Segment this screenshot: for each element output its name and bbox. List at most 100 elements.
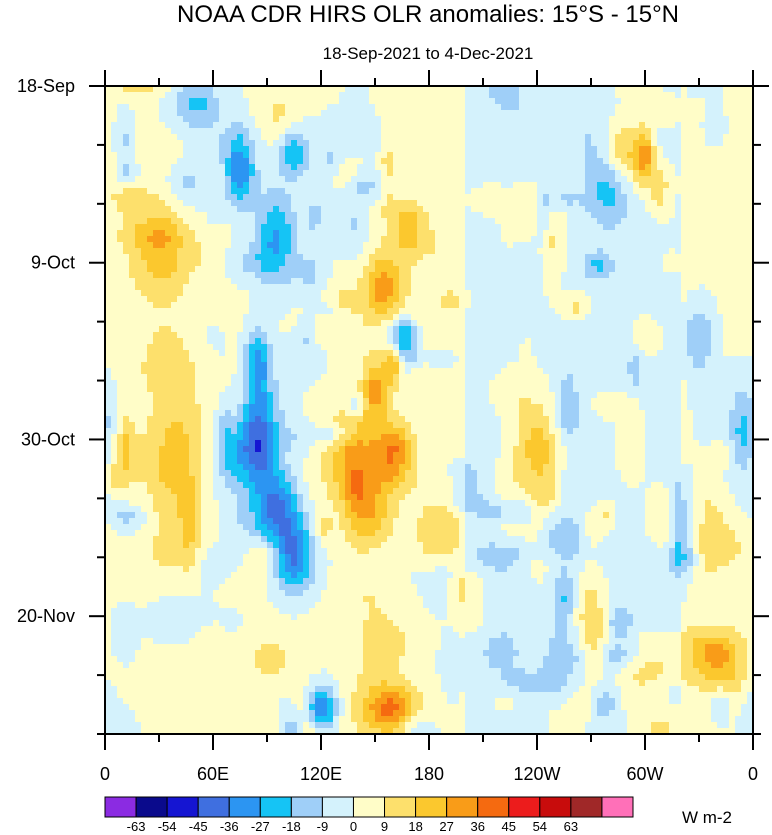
field-cell [189,338,196,345]
field-cell [453,152,460,159]
field-cell [705,326,712,333]
field-cell [711,140,718,147]
field-cell [267,302,274,309]
field-cell [423,194,430,201]
field-cell [423,350,430,357]
field-cell [147,230,154,237]
field-cell [627,182,634,189]
field-cell [567,92,574,99]
field-cell [339,356,346,363]
field-cell [621,152,628,159]
field-cell [645,242,652,249]
field-cell [603,122,610,129]
field-cell [327,344,334,351]
field-cell [153,284,160,291]
field-cell [339,272,346,279]
field-cell [255,266,262,273]
field-cell [273,146,280,153]
field-cell [723,134,730,141]
field-cell [705,350,712,357]
field-cell [723,278,730,285]
field-cell [669,230,676,237]
field-cell [735,332,742,339]
field-cell [291,290,298,297]
field-cell [429,98,436,105]
field-cell [579,236,586,243]
field-cell [429,254,436,261]
field-cell [339,290,346,297]
field-cell [381,236,388,243]
field-cell [471,122,478,129]
field-cell [375,146,382,153]
field-cell [183,230,190,237]
field-cell [699,308,706,315]
field-cell [525,182,532,189]
field-cell [747,338,754,345]
field-cell [279,218,286,225]
field-cell [669,242,676,249]
field-cell [711,320,718,327]
field-cell [219,290,226,297]
field-cell [279,266,286,273]
field-cell [225,356,232,363]
field-cell [237,230,244,237]
field-cell [573,320,580,327]
field-cell [219,116,226,123]
field-cell [615,176,622,183]
field-cell [201,98,208,105]
field-cell [279,206,286,213]
field-cell [339,158,346,165]
field-cell [663,350,670,357]
field-cell [747,290,754,297]
field-cell [135,266,142,273]
field-cell [741,92,748,99]
field-cell [681,326,688,333]
field-cell [741,200,748,207]
field-cell [309,230,316,237]
field-cell [639,122,646,129]
field-cell [483,128,490,135]
field-cell [387,188,394,195]
field-cell [303,356,310,363]
field-cell [171,122,178,129]
field-cell [243,302,250,309]
field-cell [711,272,718,279]
field-cell [231,320,238,327]
field-cell [255,98,262,105]
field-cell [633,344,640,351]
field-cell [495,218,502,225]
field-cell [669,350,676,357]
field-cell [177,182,184,189]
field-cell [621,272,628,279]
field-cell [675,272,682,279]
field-cell [195,98,202,105]
field-cell [321,212,328,219]
field-cell [249,314,256,321]
field-cell [663,314,670,321]
field-cell [237,188,244,195]
field-cell [489,344,496,351]
field-cell [435,224,442,231]
field-cell [255,314,262,321]
field-cell [567,236,574,243]
field-cell [339,86,346,93]
field-cell [405,164,412,171]
field-cell [219,284,226,291]
field-cell [729,176,736,183]
field-cell [669,248,676,255]
field-cell [177,326,184,333]
field-cell [225,344,232,351]
field-cell [129,152,136,159]
field-cell [567,320,574,327]
field-cell [231,218,238,225]
field-cell [435,272,442,279]
field-cell [153,230,160,237]
field-cell [657,230,664,237]
field-cell [423,290,430,297]
field-cell [645,218,652,225]
field-cell [651,302,658,309]
field-cell [537,284,544,291]
field-cell [495,122,502,129]
field-cell [171,194,178,201]
field-cell [549,260,556,267]
